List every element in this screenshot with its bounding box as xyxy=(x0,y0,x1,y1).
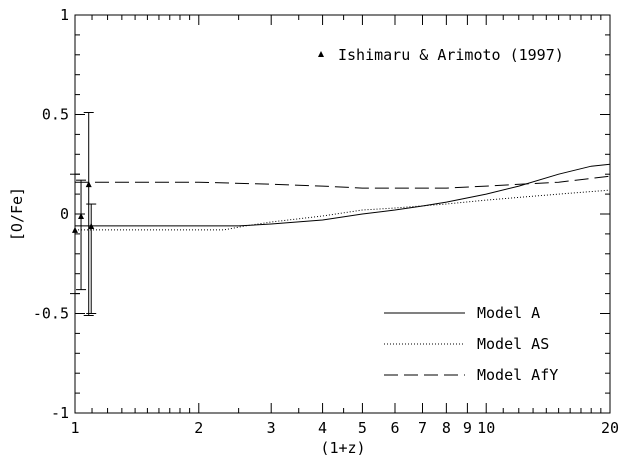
series-line-model-a xyxy=(75,163,611,227)
observations-layer xyxy=(70,112,97,316)
tick-labels: 1 2 3 4 5 6 7 8 9 10 20 -1 -0.5 0 0.5 1 xyxy=(33,6,619,437)
legend-label-observations: Ishimaru & Arimoto (1997) xyxy=(338,46,564,64)
axis-ticks xyxy=(74,14,611,414)
observation-point xyxy=(72,226,78,233)
y-tick-label: 0.5 xyxy=(42,106,69,124)
series-line-model-as xyxy=(75,189,611,231)
x-axis-title: (1+z) xyxy=(320,439,365,457)
x-tick-label: 6 xyxy=(390,419,399,437)
legend-triangle-marker xyxy=(318,51,324,57)
legend-label: Model AfY xyxy=(477,366,558,384)
x-tick-label: 5 xyxy=(358,419,367,437)
observation-point xyxy=(85,181,92,188)
observation-point xyxy=(78,212,85,219)
x-tick-label: 2 xyxy=(194,419,203,437)
x-tick-label: 9 xyxy=(463,419,472,437)
x-tick-label: 8 xyxy=(442,419,451,437)
plot-frame xyxy=(74,14,611,414)
legend: Ishimaru & Arimoto (1997) Model A Model AS… xyxy=(318,46,564,384)
y-tick-label: -0.5 xyxy=(33,305,69,323)
x-tick-label: 1 xyxy=(70,419,79,437)
legend-label: Model A xyxy=(477,304,540,322)
x-tick-label: 10 xyxy=(477,419,495,437)
series-layer xyxy=(75,163,611,231)
y-tick-label: -1 xyxy=(51,404,69,422)
x-tick-label: 3 xyxy=(267,419,276,437)
legend-label: Model AS xyxy=(477,335,549,353)
y-axis-title: [O/Fe] xyxy=(8,187,26,241)
x-tick-label: 4 xyxy=(318,419,327,437)
y-tick-label: 1 xyxy=(60,6,69,24)
x-tick-label: 20 xyxy=(601,419,619,437)
observation-point xyxy=(88,222,95,229)
x-tick-label: 7 xyxy=(418,419,427,437)
y-tick-label: 0 xyxy=(60,205,69,223)
series-line-model-afy xyxy=(75,175,611,189)
